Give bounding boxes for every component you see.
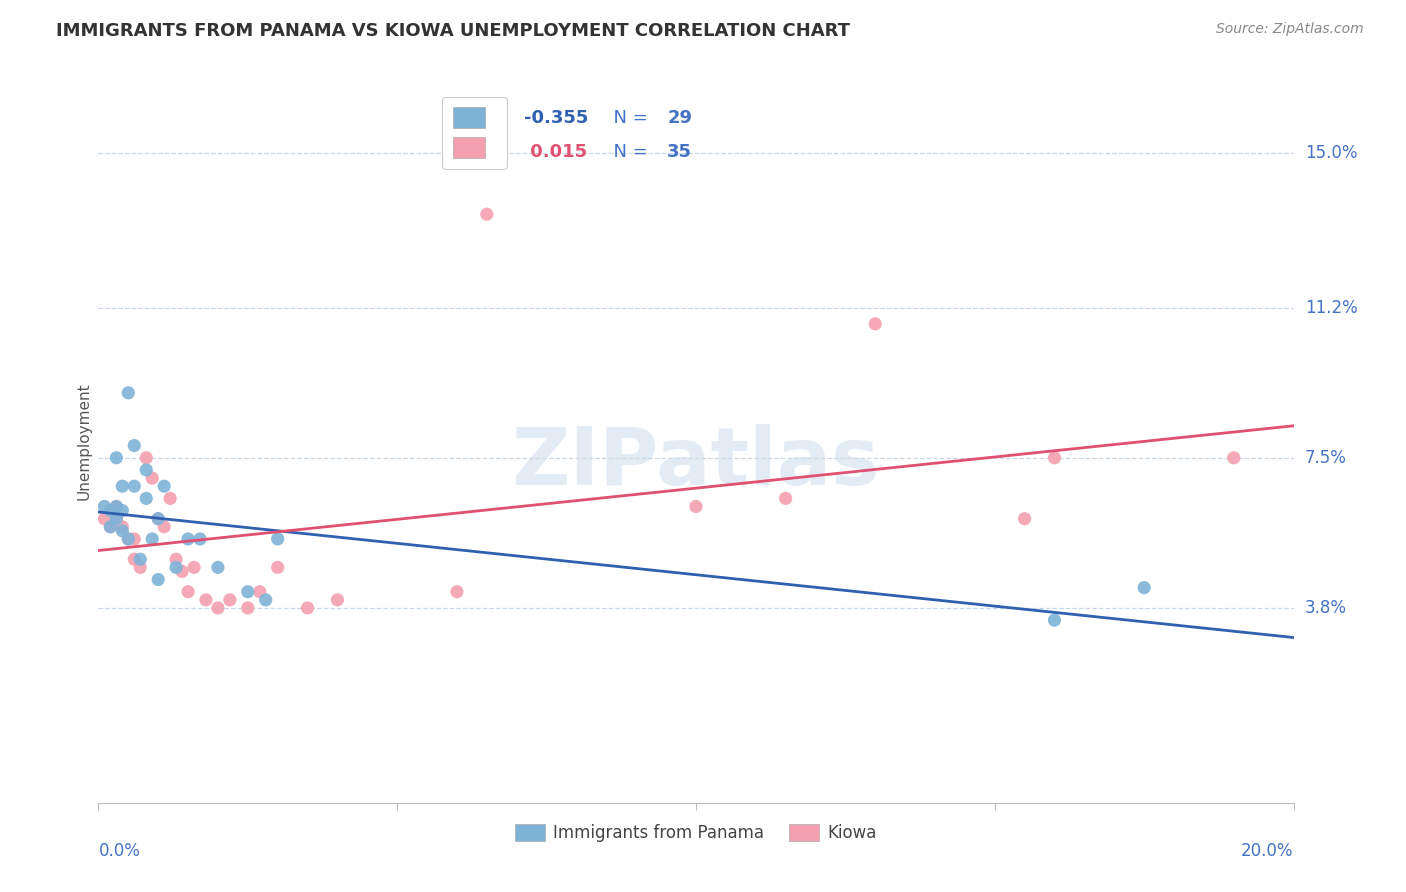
Text: 15.0%: 15.0% bbox=[1305, 145, 1357, 162]
Point bbox=[141, 532, 163, 546]
Point bbox=[93, 500, 115, 514]
Point bbox=[207, 601, 229, 615]
Point bbox=[1043, 450, 1066, 465]
Point bbox=[135, 450, 157, 465]
Text: 20.0%: 20.0% bbox=[1241, 842, 1294, 860]
Point bbox=[219, 592, 242, 607]
Point bbox=[207, 560, 229, 574]
Text: -0.355: -0.355 bbox=[524, 110, 588, 128]
Point bbox=[775, 491, 797, 506]
Point bbox=[148, 511, 170, 525]
Point bbox=[297, 601, 319, 615]
Point bbox=[124, 532, 146, 546]
Point bbox=[105, 511, 128, 525]
Text: IMMIGRANTS FROM PANAMA VS KIOWA UNEMPLOYMENT CORRELATION CHART: IMMIGRANTS FROM PANAMA VS KIOWA UNEMPLOY… bbox=[56, 22, 851, 40]
Point bbox=[267, 532, 290, 546]
Point bbox=[129, 560, 152, 574]
Point bbox=[254, 592, 277, 607]
Point bbox=[1043, 613, 1066, 627]
Point bbox=[1133, 581, 1156, 595]
Point bbox=[148, 511, 170, 525]
Point bbox=[117, 385, 139, 400]
Point bbox=[475, 207, 498, 221]
Text: R =: R = bbox=[470, 143, 509, 161]
Text: 29: 29 bbox=[668, 110, 692, 128]
Point bbox=[177, 584, 200, 599]
Point bbox=[236, 601, 259, 615]
Point bbox=[135, 491, 157, 506]
Point bbox=[105, 511, 128, 525]
Point bbox=[111, 520, 134, 534]
Text: 0.0%: 0.0% bbox=[98, 842, 141, 860]
Point bbox=[111, 479, 134, 493]
Point bbox=[188, 532, 211, 546]
Point bbox=[685, 500, 707, 514]
Point bbox=[105, 500, 128, 514]
Point bbox=[267, 560, 290, 574]
Point bbox=[195, 592, 218, 607]
Point bbox=[124, 552, 146, 566]
Point bbox=[124, 439, 146, 453]
Point bbox=[249, 584, 271, 599]
Text: ZIPatlas: ZIPatlas bbox=[512, 425, 880, 502]
Text: 7.5%: 7.5% bbox=[1305, 449, 1347, 467]
Text: R =: R = bbox=[470, 110, 509, 128]
Point bbox=[183, 560, 205, 574]
Point bbox=[326, 592, 349, 607]
Point bbox=[98, 520, 122, 534]
Point bbox=[446, 584, 468, 599]
Point bbox=[135, 463, 157, 477]
Point bbox=[93, 511, 115, 525]
Point bbox=[98, 520, 122, 534]
Point bbox=[153, 479, 176, 493]
Y-axis label: Unemployment: Unemployment bbox=[76, 383, 91, 500]
Legend: Immigrants from Panama, Kiowa: Immigrants from Panama, Kiowa bbox=[509, 817, 883, 848]
Point bbox=[153, 520, 176, 534]
Point bbox=[865, 317, 887, 331]
Text: 3.8%: 3.8% bbox=[1305, 599, 1347, 617]
Point bbox=[1014, 511, 1036, 525]
Point bbox=[129, 552, 152, 566]
Text: N =: N = bbox=[602, 110, 652, 128]
Point bbox=[165, 552, 187, 566]
Point bbox=[172, 565, 194, 579]
Point bbox=[111, 503, 134, 517]
Point bbox=[159, 491, 181, 506]
Point bbox=[165, 560, 187, 574]
Point bbox=[177, 532, 200, 546]
Point bbox=[117, 532, 139, 546]
Point bbox=[105, 450, 128, 465]
Point bbox=[141, 471, 163, 485]
Text: 0.015: 0.015 bbox=[524, 143, 586, 161]
Point bbox=[98, 503, 122, 517]
Point bbox=[1223, 450, 1246, 465]
Text: 35: 35 bbox=[668, 143, 692, 161]
Point bbox=[98, 503, 122, 517]
Text: 11.2%: 11.2% bbox=[1305, 299, 1357, 317]
Text: Source: ZipAtlas.com: Source: ZipAtlas.com bbox=[1216, 22, 1364, 37]
Point bbox=[111, 524, 134, 538]
Point bbox=[117, 532, 139, 546]
Point bbox=[124, 479, 146, 493]
Point bbox=[148, 573, 170, 587]
Point bbox=[236, 584, 259, 599]
Point bbox=[105, 500, 128, 514]
Text: N =: N = bbox=[602, 143, 652, 161]
